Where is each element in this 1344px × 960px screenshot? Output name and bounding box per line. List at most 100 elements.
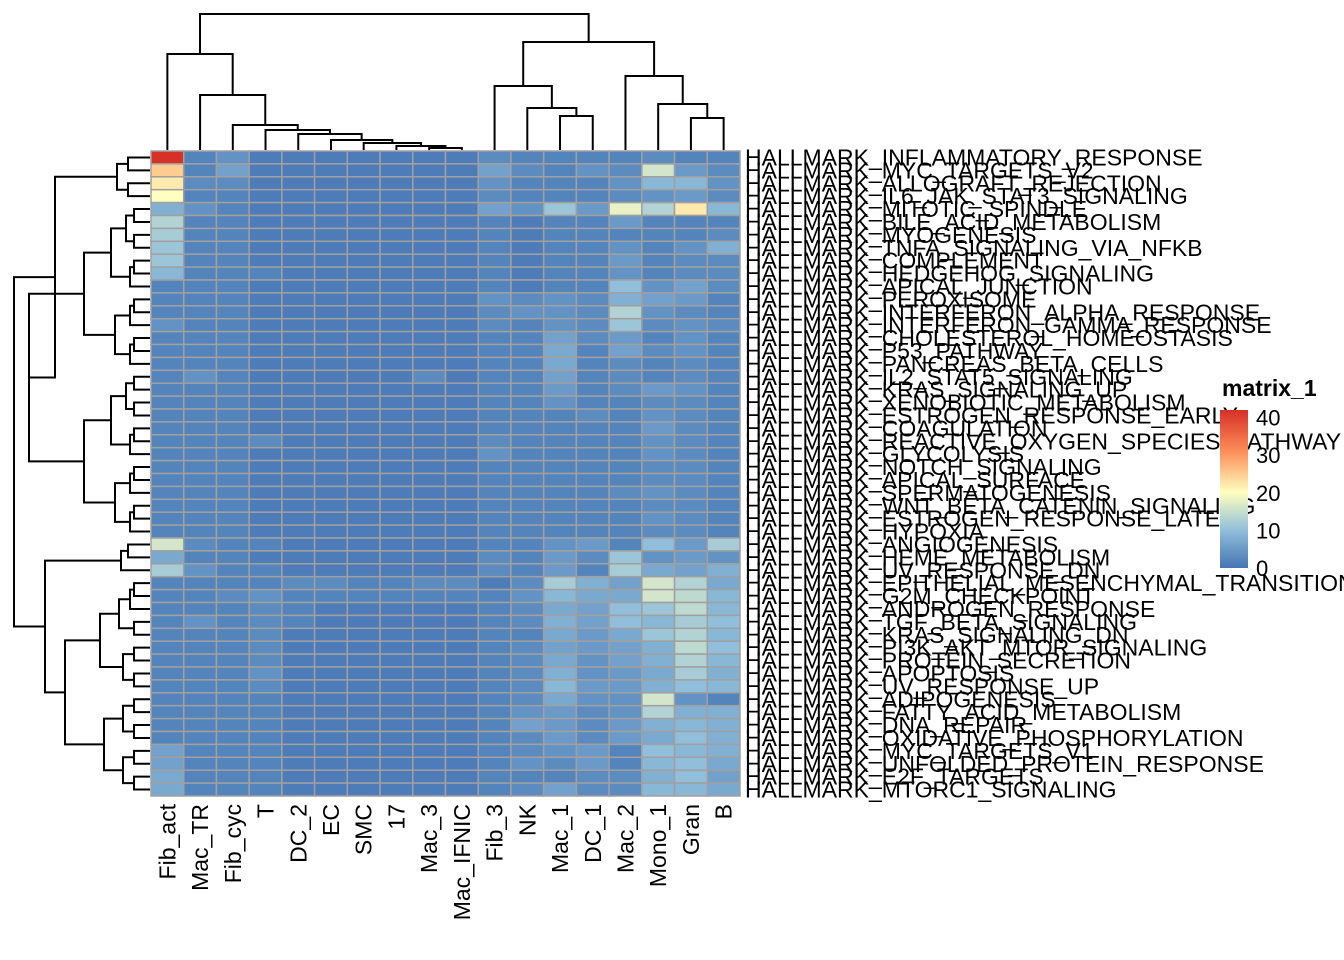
heatmap-cell bbox=[346, 266, 381, 281]
heatmap-cell bbox=[313, 446, 349, 462]
heatmap-cell bbox=[477, 524, 512, 539]
heatmap-cell bbox=[706, 279, 741, 294]
heatmap-cell bbox=[641, 240, 676, 255]
heatmap-cell bbox=[150, 550, 185, 565]
heatmap-cell bbox=[150, 188, 185, 204]
heatmap-cell bbox=[150, 614, 185, 630]
heatmap-cell bbox=[510, 305, 545, 320]
heatmap-cell bbox=[313, 627, 349, 642]
row-label: HALLMARK_PEROXISOME bbox=[745, 286, 1036, 312]
heatmap-cell bbox=[510, 666, 545, 681]
heatmap-cell bbox=[673, 292, 709, 307]
heatmap-cell bbox=[248, 356, 283, 372]
heatmap-cell bbox=[673, 369, 709, 384]
dendrogram-link bbox=[133, 775, 150, 791]
heatmap-cell bbox=[575, 601, 610, 617]
heatmap-cell bbox=[673, 730, 709, 746]
heatmap-cell bbox=[412, 253, 447, 268]
heatmap-cell bbox=[248, 317, 283, 333]
dendrogram-link bbox=[133, 401, 150, 417]
heatmap-cell bbox=[706, 679, 741, 694]
heatmap-cell bbox=[477, 446, 512, 462]
heatmap-cell bbox=[248, 163, 283, 178]
heatmap-cell bbox=[150, 408, 185, 423]
heatmap-cell bbox=[608, 769, 643, 784]
heatmap-cell bbox=[542, 395, 578, 410]
heatmap-cell bbox=[412, 459, 447, 475]
heatmap-cell bbox=[313, 292, 349, 307]
heatmap-cell bbox=[444, 601, 479, 617]
dendrogram-link bbox=[133, 646, 150, 662]
heatmap-cell bbox=[510, 537, 545, 552]
heatmap-cell bbox=[215, 498, 250, 513]
heatmap-cell bbox=[673, 575, 709, 591]
heatmap-cell bbox=[281, 305, 316, 320]
column-label: NK bbox=[514, 803, 540, 836]
heatmap-cell bbox=[641, 769, 676, 784]
heatmap-cell bbox=[215, 214, 250, 230]
heatmap-cell bbox=[346, 408, 381, 423]
heatmap-cell bbox=[575, 756, 610, 771]
heatmap-cell bbox=[542, 692, 578, 707]
heatmap-cell bbox=[444, 743, 479, 759]
heatmap-cell bbox=[608, 730, 643, 746]
heatmap-cell bbox=[477, 188, 512, 204]
heatmap-cell bbox=[346, 201, 381, 217]
dendrogram-link bbox=[114, 314, 130, 356]
heatmap-cell bbox=[575, 524, 610, 539]
heatmap-cell bbox=[575, 292, 610, 307]
heatmap-cell bbox=[706, 253, 741, 268]
heatmap-cell bbox=[542, 434, 578, 449]
heatmap-cell bbox=[510, 395, 545, 410]
heatmap-cell bbox=[477, 240, 512, 255]
heatmap-cell bbox=[444, 188, 479, 204]
heatmap-cell bbox=[150, 201, 185, 217]
heatmap-cell bbox=[281, 369, 316, 384]
row-label: HALLMARK_MYC_TARGETS_V2 bbox=[745, 157, 1094, 183]
heatmap-cell bbox=[346, 679, 381, 694]
heatmap-cell bbox=[444, 408, 479, 423]
heatmap-cell bbox=[281, 163, 316, 178]
heatmap-cell bbox=[608, 511, 643, 526]
heatmap-cell bbox=[444, 369, 479, 384]
heatmap-cell bbox=[215, 176, 250, 191]
heatmap-cell bbox=[182, 782, 218, 797]
heatmap-cell bbox=[673, 176, 709, 191]
heatmap-cell bbox=[313, 679, 349, 694]
heatmap-cell bbox=[477, 356, 512, 372]
heatmap-cell bbox=[281, 446, 316, 462]
heatmap-cell bbox=[215, 756, 250, 771]
heatmap-cell bbox=[575, 743, 610, 759]
heatmap-cell bbox=[477, 679, 512, 694]
heatmap-cell bbox=[313, 588, 349, 604]
heatmap-cell bbox=[477, 382, 512, 397]
heatmap-cell bbox=[281, 679, 316, 694]
row-label: HALLMARK_CHOLESTEROL_HOMEOSTASIS bbox=[745, 325, 1233, 351]
heatmap-cell bbox=[542, 176, 578, 191]
heatmap-cell bbox=[673, 188, 709, 204]
heatmap-cell bbox=[248, 472, 283, 488]
dendrogram-link bbox=[114, 482, 130, 523]
heatmap-cell bbox=[510, 279, 545, 294]
heatmap-cell bbox=[608, 292, 643, 307]
heatmap-cell bbox=[673, 640, 709, 655]
heatmap-cell bbox=[641, 614, 676, 630]
heatmap-cell bbox=[248, 524, 283, 539]
heatmap-cell bbox=[510, 446, 545, 462]
row-label: HALLMARK_WNT_BETA_CATENIN_SIGNALING bbox=[745, 493, 1255, 519]
heatmap-cell bbox=[150, 653, 185, 668]
heatmap-cell bbox=[673, 253, 709, 268]
heatmap-cell bbox=[608, 305, 643, 320]
heatmap-cell bbox=[412, 305, 447, 320]
heatmap-cell bbox=[706, 395, 741, 410]
heatmap-cell bbox=[575, 421, 610, 436]
row-label: HALLMARK_INTERFERON_ALPHA_RESPONSE bbox=[745, 299, 1260, 325]
heatmap-cell bbox=[575, 640, 610, 655]
heatmap-cell bbox=[444, 330, 479, 346]
heatmap-cell bbox=[641, 459, 676, 475]
heatmap-cell bbox=[542, 305, 578, 320]
heatmap-cell bbox=[706, 163, 741, 178]
dendrogram-link bbox=[13, 276, 55, 628]
heatmap-cell bbox=[608, 575, 643, 591]
